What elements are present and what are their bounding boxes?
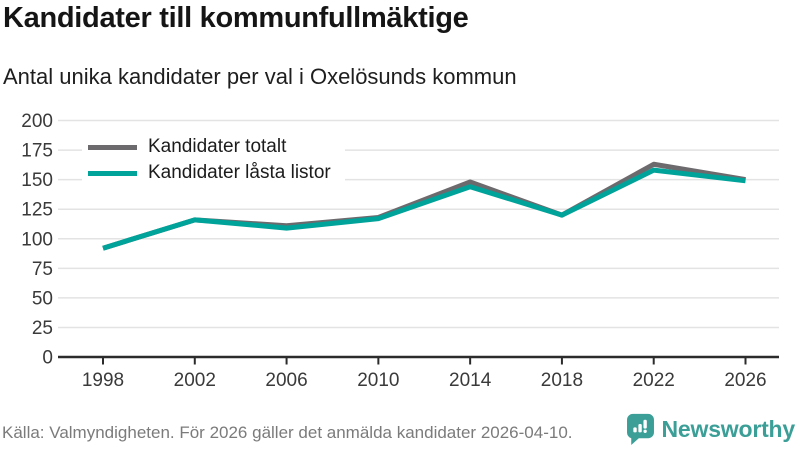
svg-text:150: 150 bbox=[21, 170, 53, 191]
svg-text:2022: 2022 bbox=[633, 370, 675, 391]
legend-swatch-locked-lists bbox=[88, 170, 137, 176]
newsworthy-icon bbox=[626, 413, 654, 445]
chart-subtitle: Antal unika kandidater per val i Oxelösu… bbox=[3, 64, 517, 89]
legend: Kandidater totalt Kandidater låsta listo… bbox=[82, 132, 345, 188]
svg-text:2006: 2006 bbox=[265, 370, 307, 391]
legend-item-locked-lists: Kandidater låsta listor bbox=[88, 160, 331, 186]
svg-text:2018: 2018 bbox=[541, 370, 583, 391]
svg-text:50: 50 bbox=[32, 288, 53, 309]
svg-text:2010: 2010 bbox=[357, 370, 399, 391]
legend-label-total: Kandidater totalt bbox=[148, 136, 287, 157]
legend-item-total: Kandidater totalt bbox=[88, 134, 331, 160]
svg-text:200: 200 bbox=[21, 111, 53, 132]
svg-text:175: 175 bbox=[21, 141, 53, 162]
svg-text:100: 100 bbox=[21, 229, 53, 250]
svg-text:0: 0 bbox=[42, 348, 53, 369]
newsworthy-logo[interactable]: Newsworthy bbox=[626, 413, 795, 445]
newsworthy-wordmark: Newsworthy bbox=[661, 415, 796, 442]
svg-text:2014: 2014 bbox=[449, 370, 492, 391]
svg-text:2002: 2002 bbox=[174, 370, 216, 391]
source-note: Källa: Valmyndigheten. För 2026 gäller d… bbox=[2, 423, 573, 442]
legend-label-locked-lists: Kandidater låsta listor bbox=[148, 162, 331, 183]
svg-text:25: 25 bbox=[32, 318, 53, 339]
svg-text:1998: 1998 bbox=[82, 370, 124, 391]
svg-text:75: 75 bbox=[32, 259, 53, 280]
chart-title: Kandidater till kommunfullmäktige bbox=[3, 2, 469, 34]
legend-swatch-total bbox=[88, 144, 137, 150]
svg-text:2026: 2026 bbox=[724, 370, 766, 391]
svg-text:125: 125 bbox=[21, 200, 53, 221]
